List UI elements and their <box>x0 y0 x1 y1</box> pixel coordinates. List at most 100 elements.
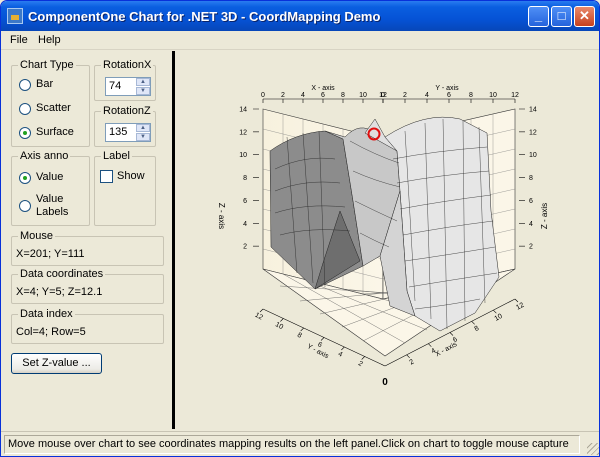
y-axis-top-title: Y - axis <box>435 85 459 92</box>
y-axis-tick-label: 10 <box>274 321 284 331</box>
z-axis-tick-label: 10 <box>529 152 537 159</box>
axis-tick-mark <box>449 332 454 336</box>
x-axis-top-title: X - axis <box>311 85 335 92</box>
axis-tick-mark <box>493 309 497 314</box>
x-axis-tick-label: 6 <box>452 336 459 344</box>
radio-value-label: Value <box>36 171 64 183</box>
radio-surface-indicator[interactable] <box>19 127 31 139</box>
rotation-x-value[interactable]: 74 <box>109 80 122 92</box>
surface-mesh[interactable] <box>269 116 500 332</box>
panel-splitter[interactable] <box>172 51 175 429</box>
close-button[interactable]: ✕ <box>574 6 595 27</box>
rotation-z-label: RotationZ <box>101 105 153 117</box>
z-axis-right-ticks: 2 4 6 8 10 12 14 <box>519 107 537 251</box>
y-axis-tick-label: 12 <box>254 312 264 322</box>
highlighted-data-point[interactable] <box>367 127 381 141</box>
z-axis-tick-label: 2 <box>243 244 247 251</box>
z-axis-tick-label: 4 <box>243 221 247 228</box>
axis-tick-mark <box>280 318 284 322</box>
z-axis-tick-label: 10 <box>239 152 247 159</box>
resize-grip-icon[interactable] <box>587 443 599 455</box>
x-axis-tick-label: 12 <box>515 302 525 312</box>
rotation-x-group: RotationX 74 ▲ ▼ <box>94 59 156 101</box>
y-axis-tick-label: 12 <box>511 92 519 99</box>
status-text: Move mouse over chart to see coordinates… <box>4 435 580 454</box>
surface-spike[interactable] <box>314 210 361 290</box>
y-axis-tick-label: 8 <box>296 332 303 340</box>
mouse-group: Mouse X=201; Y=111 <box>11 230 164 266</box>
x-axis-tick-label: 0 <box>261 92 265 99</box>
y-axis-tick-label: 4 <box>337 351 344 359</box>
x-axis-tick-label: 2 <box>281 92 285 99</box>
show-label-text: Show <box>117 170 145 182</box>
radio-value-labels-indicator[interactable] <box>19 200 31 212</box>
z-axis-tick-label: 6 <box>243 198 247 205</box>
y-axis-tick-label: 0 <box>381 92 385 99</box>
axis-tick-mark <box>259 308 264 313</box>
label-group: Label Show <box>94 150 156 226</box>
axis-tick-mark <box>320 337 325 341</box>
y-axis-tick-label: 8 <box>469 92 473 99</box>
app-icon <box>7 8 23 24</box>
x-axis-tick-label: 10 <box>359 92 367 99</box>
z-axis-tick-label: 2 <box>529 244 533 251</box>
minimize-button[interactable]: _ <box>528 6 549 27</box>
mouse-value: X=201; Y=111 <box>16 248 85 260</box>
menu-file[interactable]: File <box>10 34 28 46</box>
rotation-z-spinner[interactable]: 135 ▲ ▼ <box>105 123 151 142</box>
y-axis-tick-label: 10 <box>489 92 497 99</box>
z-axis-tick-label: 12 <box>529 129 537 136</box>
radio-scatter-indicator[interactable] <box>19 103 31 115</box>
x-axis-tick-label: 10 <box>494 313 504 323</box>
z-axis-tick-label: 14 <box>529 107 537 114</box>
axis-tick-mark <box>361 356 365 360</box>
rotation-x-down-icon[interactable]: ▼ <box>136 87 150 95</box>
rotation-z-group: RotationZ 135 ▲ ▼ <box>94 105 156 147</box>
data-index-label: Data index <box>18 308 75 320</box>
chart-area[interactable]: 0 2 4 6 8 10 12 0 2 4 6 8 10 12 X - axis Y - axis <box>175 51 597 429</box>
radio-surface-label: Surface <box>36 126 74 138</box>
rotation-z-value[interactable]: 135 <box>109 126 128 138</box>
rotation-z-up-icon[interactable]: ▲ <box>136 124 150 132</box>
title-bar[interactable]: ComponentOne Chart for .NET 3D - CoordMa… <box>1 1 599 31</box>
rotation-x-label: RotationX <box>101 59 154 71</box>
axis-tick-mark <box>514 298 519 303</box>
control-panel: Chart Type Bar Scatter Surface RotationX… <box>5 51 173 427</box>
window-title: ComponentOne Chart for .NET 3D - CoordMa… <box>28 9 381 24</box>
show-label-checkbox[interactable] <box>100 170 113 183</box>
z-axis-tick-label: 14 <box>239 107 247 114</box>
data-index-value: Col=4; Row=5 <box>16 326 86 338</box>
y-axis-tick-label: 6 <box>316 341 323 349</box>
axis-tick-mark <box>471 321 475 325</box>
label-group-label: Label <box>101 150 132 162</box>
x-axis-tick-label: 8 <box>341 92 345 99</box>
y-axis-tick-label: 2 <box>403 92 407 99</box>
x-axis-bottom-title: X - axis <box>434 341 458 358</box>
rotation-z-down-icon[interactable]: ▼ <box>136 133 150 141</box>
axis-tick-mark <box>406 354 410 359</box>
z-axis-left-title: Z - axis <box>217 203 226 229</box>
x-axis-tick-label: 8 <box>474 325 481 333</box>
radio-value-indicator[interactable] <box>19 172 31 184</box>
z-axis-right-title: Z - axis <box>540 203 549 229</box>
radio-bar-indicator[interactable] <box>19 79 31 91</box>
menu-help[interactable]: Help <box>38 34 61 46</box>
mouse-label: Mouse <box>18 230 56 242</box>
rotation-x-up-icon[interactable]: ▲ <box>136 78 150 86</box>
chart-type-label: Chart Type <box>18 59 76 71</box>
rotation-x-spinner[interactable]: 74 ▲ ▼ <box>105 77 151 96</box>
z-axis-tick-label: 8 <box>529 175 533 182</box>
x-axis-tick-label: 4 <box>430 347 437 355</box>
origin-label: 0 <box>382 377 388 388</box>
status-bar: Move mouse over chart to see coordinates… <box>1 431 599 456</box>
z-axis-tick-label: 12 <box>239 129 247 136</box>
radio-scatter-label: Scatter <box>36 102 71 114</box>
data-coordinates-group: Data coordinates X=4; Y=5; Z=12.1 <box>11 268 164 304</box>
surface-front-fold[interactable] <box>379 190 416 317</box>
set-z-value-button[interactable]: Set Z-value ... <box>11 353 102 374</box>
radio-bar-label: Bar <box>36 78 54 90</box>
y-axis-tick-label: 4 <box>425 92 429 99</box>
surface-chart[interactable]: 0 2 4 6 8 10 12 0 2 4 6 8 10 12 X - axis Y - axis <box>175 51 597 429</box>
maximize-button[interactable]: □ <box>551 6 572 27</box>
